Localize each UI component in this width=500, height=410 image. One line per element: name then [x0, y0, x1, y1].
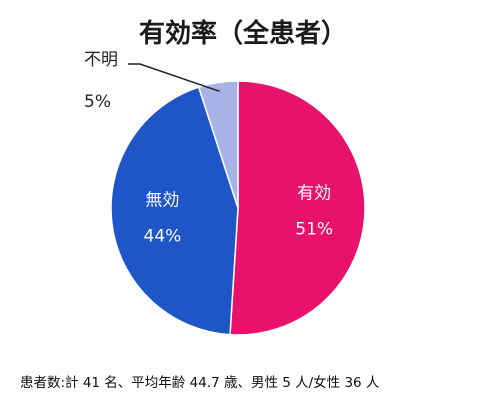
pie-slice-unknown — [197, 80, 239, 209]
slice-category-label: 有効 — [297, 183, 331, 203]
patient-footnote: 患者数:計 41 名、平均年齢 44.7 歳、男性 5 人/女性 36 人 — [20, 374, 380, 391]
slice-category-label: 不明 — [84, 50, 118, 70]
pie-labels: 有効 51% 無効 44% 不明 5% — [84, 50, 333, 247]
pie-slice-effective — [229, 80, 366, 336]
slice-category-label: 無効 — [145, 191, 179, 211]
leader-line — [128, 63, 220, 93]
slice-value-label: 44% — [144, 227, 182, 247]
slice-value-label: 51% — [295, 219, 333, 239]
pie-slices — [110, 80, 366, 336]
pie-slice-ineffective — [110, 86, 239, 336]
chart-title: 有効率（全患者） — [139, 18, 347, 49]
slice-value-label: 5% — [84, 92, 111, 112]
